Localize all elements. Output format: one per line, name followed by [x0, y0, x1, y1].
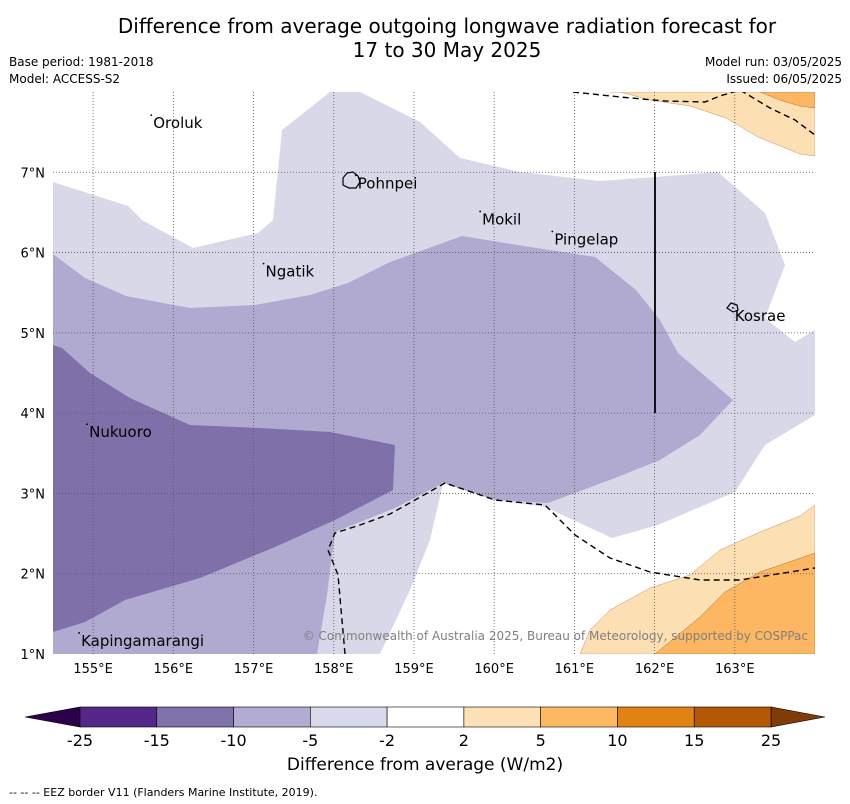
anomaly-region-minus10-to-minus15	[53, 345, 395, 632]
lat-tick-label: 5°N	[21, 327, 46, 342]
kosrae-island-outline	[726, 302, 739, 313]
colorbar: -25 -15 -10 -5 -2 2 5 10 15 25	[24, 706, 826, 750]
model-text: Model: ACCESS-S2	[9, 72, 121, 86]
place-labels: Oroluk Pohnpei Mokil Pingelap Ngatik Kosrae Nu…	[78, 114, 785, 650]
place-label: Oroluk	[153, 114, 202, 132]
map-area: © Commonwealth of Australia 2025, Bureau…	[53, 92, 815, 654]
colorbar-swatch	[156, 706, 234, 728]
title-line-1: Difference from average outgoing longwav…	[117, 14, 777, 38]
colorbar-swatch	[310, 706, 388, 728]
place-label: Kapingamarangi	[81, 632, 204, 650]
map-gridlines	[53, 92, 815, 654]
colorbar-tick-label: -15	[144, 731, 170, 750]
lon-tick-label: 163°E	[715, 662, 755, 677]
colorbar-swatch	[463, 706, 541, 728]
lon-tick-label: 161°E	[555, 662, 595, 677]
meta-right: Model run: 03/05/2025 Issued: 06/05/2025	[705, 54, 842, 88]
title-line-2: 17 to 30 May 2025	[352, 38, 542, 62]
colorbar-tick-label: -25	[67, 731, 93, 750]
model-run-text: Model run: 03/05/2025	[704, 55, 842, 69]
place-marker	[479, 210, 482, 213]
lat-tick-label: 2°N	[21, 568, 46, 583]
latitude-tick-labels: 1°N 2°N 3°N 4°N 5°N 6°N 7°N	[21, 166, 46, 663]
colorbar-over-arrow	[770, 706, 826, 728]
anomaly-region-plus2-to-plus5-north	[610, 92, 815, 157]
anomaly-region-plus5-to-plus10-north	[759, 92, 815, 109]
colorbar-swatch	[540, 706, 618, 728]
issued-text: Issued: 06/05/2025	[726, 72, 842, 86]
copyright-text: © Commonwealth of Australia 2025, Bureau…	[303, 629, 808, 643]
colorbar-swatch	[386, 706, 465, 728]
lat-tick-label: 7°N	[21, 166, 46, 181]
lat-tick-label: 3°N	[21, 487, 46, 502]
place-marker	[731, 306, 734, 309]
colorbar-swatch	[79, 706, 158, 728]
place-label: Pingelap	[554, 231, 618, 249]
lon-tick-label: 156°E	[154, 662, 194, 677]
colorbar-tick-label: 15	[684, 731, 704, 750]
lat-tick-label: 6°N	[21, 247, 46, 262]
colorbar-swatch	[617, 706, 695, 728]
lon-tick-label: 155°E	[73, 662, 113, 677]
colorbar-tick-label: -2	[379, 731, 395, 750]
pohnpei-island-outline	[342, 171, 361, 189]
colorbar-title: Difference from average (W/m2)	[286, 755, 564, 775]
lon-tick-label: 157°E	[234, 662, 274, 677]
colorbar-tick-label: 10	[607, 731, 627, 750]
colorbar-swatch	[233, 706, 311, 728]
lon-tick-label: 159°E	[394, 662, 434, 677]
base-period-text: Base period: 1981-2018	[9, 55, 154, 69]
place-marker	[150, 114, 153, 117]
lon-tick-label: 160°E	[474, 662, 514, 677]
colorbar-under-arrow	[24, 706, 81, 728]
lat-tick-label: 4°N	[21, 407, 46, 422]
place-label: Nukuoro	[89, 423, 152, 441]
place-label: Kosrae	[735, 307, 786, 325]
anomaly-region-plus5-to-plus10-south	[654, 552, 815, 654]
place-label: Mokil	[482, 210, 521, 228]
place-marker	[262, 262, 265, 265]
colorbar-tick-label: 2	[459, 731, 469, 750]
chart-title: Difference from average outgoing longwav…	[0, 14, 850, 62]
colorbar-swatch	[693, 706, 772, 728]
place-marker	[86, 423, 88, 426]
colorbar-tick-label: 5	[536, 731, 546, 750]
meta-left: Base period: 1981-2018 Model: ACCESS-S2	[9, 54, 154, 88]
colorbar-tick-label: -10	[220, 731, 246, 750]
place-label: Pohnpei	[358, 174, 418, 192]
eez-border-north	[572, 92, 815, 136]
eez-legend-footer: -- -- -- EEZ border V11 (Flanders Marine…	[9, 786, 318, 799]
place-label: Ngatik	[266, 263, 315, 281]
place-marker	[551, 230, 554, 233]
place-marker	[354, 174, 357, 177]
lon-tick-label: 158°E	[314, 662, 354, 677]
lon-tick-label: 162°E	[635, 662, 675, 677]
colorbar-tick-label: -5	[302, 731, 318, 750]
colorbar-tick-label: 25	[761, 731, 781, 750]
longitude-tick-labels: 155°E 156°E 157°E 158°E 159°E 160°E 161°E 162°E…	[73, 662, 754, 677]
lat-tick-label: 1°N	[21, 648, 46, 663]
place-marker	[78, 632, 80, 634]
